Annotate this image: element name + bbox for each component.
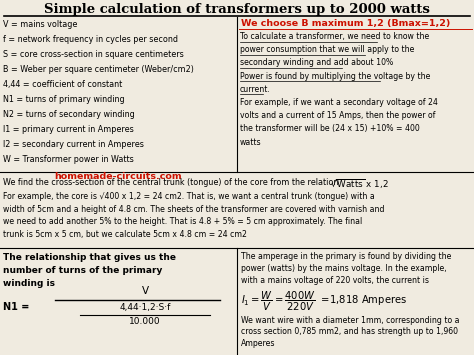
Text: volts and a current of 15 Amps, then the power of: volts and a current of 15 Amps, then the… xyxy=(240,111,436,120)
Text: We choose B maximum 1,2 (Bmax=1,2): We choose B maximum 1,2 (Bmax=1,2) xyxy=(241,19,450,28)
Text: we need to add another 5% to the height. That is 4.8 + 5% = 5 cm approximately. : we need to add another 5% to the height.… xyxy=(3,217,362,226)
Text: watts: watts xyxy=(240,138,262,147)
Text: winding is: winding is xyxy=(3,279,55,288)
Text: W = Transformer power in Watts: W = Transformer power in Watts xyxy=(3,155,134,164)
Text: The amperage in the primary is found by dividing the: The amperage in the primary is found by … xyxy=(241,252,451,261)
Text: For example, the core is √400 x 1,2 = 24 cm2. That is, we want a central trunk (: For example, the core is √400 x 1,2 = 24… xyxy=(3,192,375,201)
Text: Simple calculation of transformers up to 2000 watts: Simple calculation of transformers up to… xyxy=(44,3,430,16)
Text: N1 = turns of primary winding: N1 = turns of primary winding xyxy=(3,95,125,104)
Text: We want wire with a diameter 1mm, corresponding to a: We want wire with a diameter 1mm, corres… xyxy=(241,316,459,325)
Text: number of turns of the primary: number of turns of the primary xyxy=(3,266,163,275)
Text: B = Weber per square centimeter (Weber/cm2): B = Weber per square centimeter (Weber/c… xyxy=(3,65,194,74)
Text: current.: current. xyxy=(240,85,271,94)
Text: I2 = secondary current in Amperes: I2 = secondary current in Amperes xyxy=(3,140,144,149)
Text: V: V xyxy=(141,286,148,296)
Text: power consumption that we will apply to the: power consumption that we will apply to … xyxy=(240,45,414,54)
Text: 4,44 = coefficient of constant: 4,44 = coefficient of constant xyxy=(3,80,122,89)
Text: power (watts) by the mains voltage. In the example,: power (watts) by the mains voltage. In t… xyxy=(241,264,447,273)
Text: 4,44·1,2·S·f: 4,44·1,2·S·f xyxy=(119,303,171,312)
Text: For example, if we want a secondary voltage of 24: For example, if we want a secondary volt… xyxy=(240,98,438,107)
Text: cross section 0,785 mm2, and has strength up to 1,960: cross section 0,785 mm2, and has strengt… xyxy=(241,328,458,337)
Text: width of 5cm and a height of 4.8 cm. The sheets of the transformer are covered w: width of 5cm and a height of 4.8 cm. The… xyxy=(3,204,384,213)
Text: N2 = turns of secondary winding: N2 = turns of secondary winding xyxy=(3,110,135,119)
Text: We find the cross-section of the central trunk (tongue) of the core from the rel: We find the cross-section of the central… xyxy=(3,178,341,187)
Text: secondary winding and add about 10%: secondary winding and add about 10% xyxy=(240,59,393,67)
Text: S = core cross-section in square centimeters: S = core cross-section in square centime… xyxy=(3,50,184,59)
Text: V = mains voltage: V = mains voltage xyxy=(3,20,77,29)
Text: N1 =: N1 = xyxy=(3,302,29,312)
Text: with a mains voltage of 220 volts, the current is: with a mains voltage of 220 volts, the c… xyxy=(241,276,429,285)
Text: $I_1 = \dfrac{W}{V} = \dfrac{400W}{220V}$  =1,818 Amperes: $I_1 = \dfrac{W}{V} = \dfrac{400W}{220V}… xyxy=(241,290,407,313)
Text: f = network frequency in cycles per second: f = network frequency in cycles per seco… xyxy=(3,35,178,44)
Text: homemade-circuits.com: homemade-circuits.com xyxy=(54,172,182,181)
Text: I1 = primary current in Amperes: I1 = primary current in Amperes xyxy=(3,125,134,134)
Text: $\sqrt{\mathsf{Watts}}$ x 1,2: $\sqrt{\mathsf{Watts}}$ x 1,2 xyxy=(330,177,389,191)
Text: To calculate a transformer, we need to know the: To calculate a transformer, we need to k… xyxy=(240,32,429,41)
Text: Power is found by multiplying the voltage by the: Power is found by multiplying the voltag… xyxy=(240,72,430,81)
Text: trunk is 5cm x 5 cm, but we calculate 5cm x 4.8 cm = 24 cm2: trunk is 5cm x 5 cm, but we calculate 5c… xyxy=(3,229,247,239)
Text: Amperes: Amperes xyxy=(241,339,275,348)
Text: The relationship that gives us the: The relationship that gives us the xyxy=(3,253,176,262)
Text: 10.000: 10.000 xyxy=(129,317,161,326)
Text: the transformer will be (24 x 15) +10% = 400: the transformer will be (24 x 15) +10% =… xyxy=(240,124,420,133)
